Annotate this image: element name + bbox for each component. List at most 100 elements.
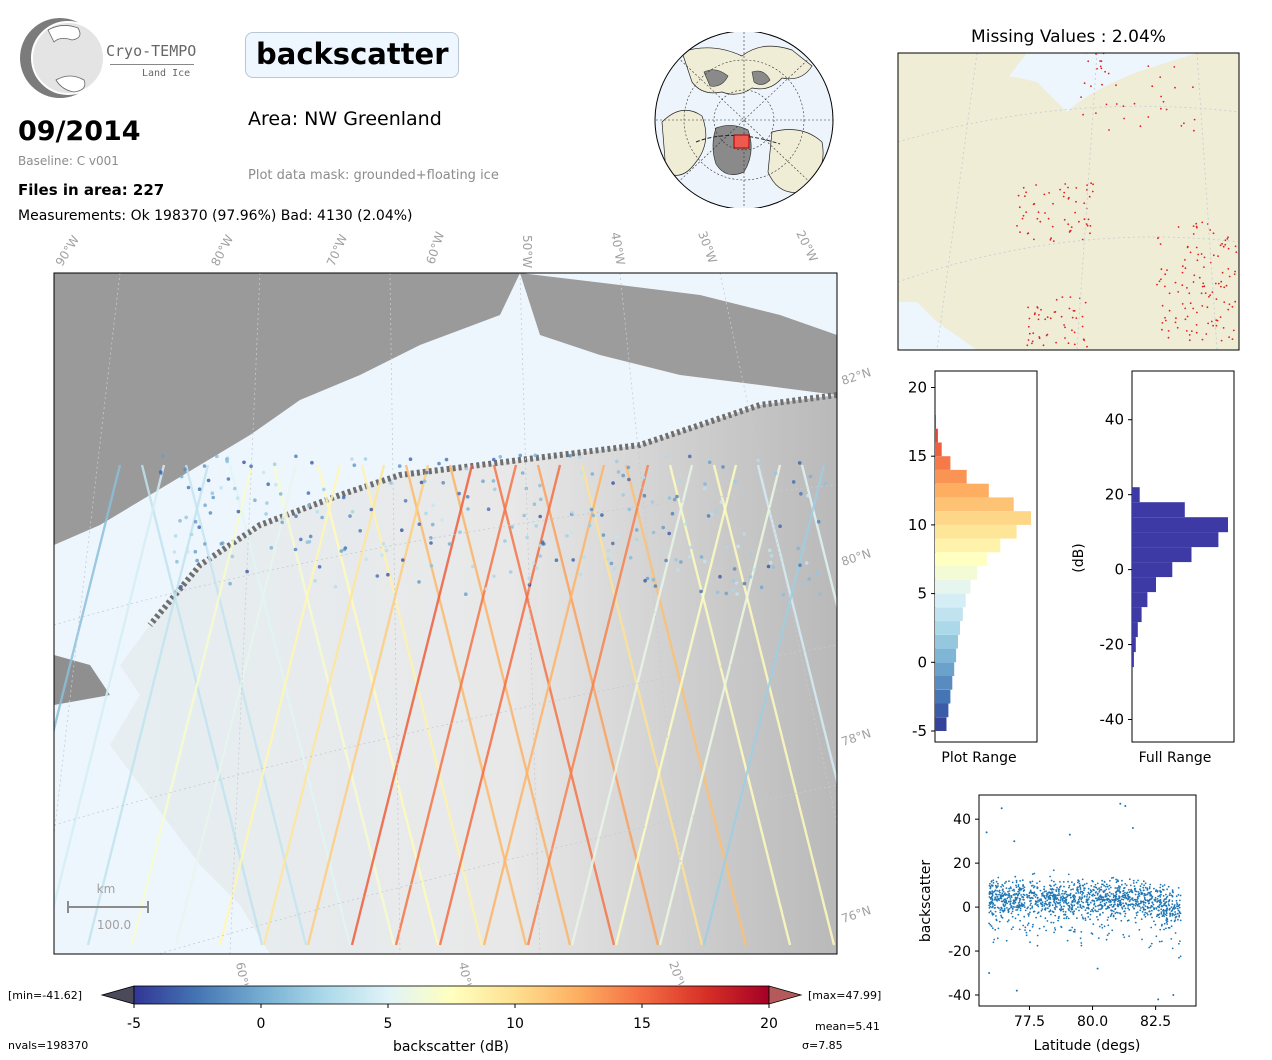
scatter-point: [1018, 928, 1021, 931]
scatter-point: [1075, 908, 1077, 910]
missing-point: [1033, 202, 1036, 205]
scatter-point: [1175, 915, 1178, 918]
coastal-point: [310, 460, 314, 465]
scatter-point: [1041, 903, 1044, 906]
scatter-point: [1113, 898, 1116, 901]
scatter-point: [990, 925, 993, 928]
scatter-point: [1052, 888, 1055, 891]
scatter-point: [1143, 889, 1145, 892]
scatter-point: [1087, 891, 1090, 894]
colorbar-gradient: [133, 985, 770, 1005]
scatter-point: [1165, 905, 1168, 907]
coastal-point: [664, 558, 668, 563]
histogram-bar: [935, 524, 1017, 539]
coastal-point: [818, 592, 823, 596]
coastal-point: [615, 459, 619, 464]
scatter-point: [1064, 892, 1066, 895]
colorbar-tick-label: 10: [506, 1016, 524, 1032]
stats-panels: -5 0 5 10 15 20 Plot Range -40 -20 0 20 40 Full R…: [908, 370, 1235, 1054]
map-terrain-north: [54, 273, 520, 545]
coastal-point: [225, 457, 229, 461]
scatter-point: [1091, 879, 1094, 882]
scatter-point: [1143, 894, 1146, 897]
scatter-point: [1046, 903, 1048, 906]
scatter-point: [1128, 900, 1131, 903]
scatter-point: [1174, 916, 1177, 919]
scatter-point: [1063, 917, 1065, 920]
histogram-bar: [935, 579, 971, 594]
coastal-point: [732, 567, 737, 571]
coastal-point: [534, 524, 538, 528]
scatter-point: [991, 906, 993, 909]
coastal-point: [178, 519, 182, 523]
scatter-point: [1003, 907, 1006, 910]
scatter-point: [992, 902, 995, 905]
histogram-bar: [935, 428, 938, 443]
coastal-point: [278, 492, 283, 496]
scatter-point: [1083, 883, 1086, 886]
scatter-point: [1135, 902, 1137, 905]
scatter-point: [1142, 900, 1145, 903]
scatter-point: [1010, 895, 1013, 897]
coastal-point: [236, 509, 241, 514]
missing-point: [1167, 330, 1170, 332]
scatter-point: [1002, 910, 1005, 913]
coastal-point: [748, 575, 753, 579]
missing-point: [1156, 283, 1158, 286]
scatter-point: [1117, 900, 1119, 903]
scatter-point: [1096, 916, 1098, 918]
scatter-point: [1053, 927, 1056, 929]
scatter-point: [1119, 891, 1122, 893]
scatter-point: [1162, 895, 1165, 897]
missing-point: [1234, 245, 1237, 248]
scatter-point: [1068, 884, 1071, 887]
scatter-point: [1054, 904, 1057, 906]
scatter-point: [1179, 940, 1181, 942]
coastal-point: [707, 460, 712, 465]
missing-point: [1217, 255, 1219, 257]
missing-point: [1024, 195, 1026, 198]
scatter-point: [1059, 899, 1062, 902]
colorbar-min-arrow: [100, 985, 135, 1005]
coastal-point: [653, 584, 658, 588]
scatter-point: [1144, 908, 1147, 911]
scatter-point: [1086, 896, 1088, 898]
scatter-point: [1163, 884, 1166, 886]
coastal-point: [606, 557, 610, 561]
scatter-point: [1116, 898, 1119, 900]
scatter-point: [1066, 903, 1069, 905]
scatter-point: [1170, 919, 1173, 922]
scatter-point: [1098, 925, 1101, 928]
histogram-bar: [1132, 652, 1134, 668]
scatter-point: [1014, 901, 1017, 904]
coastal-point: [417, 522, 422, 526]
scatter-point: [1151, 909, 1153, 912]
scatter-point: [1078, 885, 1081, 888]
coastal-point: [771, 565, 776, 569]
scatter-point: [1054, 914, 1057, 917]
coastal-point: [293, 547, 298, 552]
coastal-point: [184, 515, 188, 520]
satellite-track: [394, 464, 518, 946]
scatter-point: [1174, 911, 1176, 913]
coastal-point: [492, 457, 496, 462]
missing-point: [1082, 113, 1084, 116]
scatter-point: [1020, 903, 1023, 906]
missing-point: [1032, 332, 1035, 335]
coastal-point: [384, 548, 389, 553]
scatter-point: [1054, 902, 1057, 905]
scatter-point: [1052, 921, 1055, 924]
scatter-point: [1073, 904, 1076, 907]
scatter-point: [1018, 897, 1021, 900]
scatter-point: [1172, 907, 1175, 910]
coastal-point: [643, 578, 647, 583]
coastal-point: [389, 481, 393, 485]
scatter-point: [991, 890, 994, 893]
scatter-point: [1046, 896, 1048, 898]
scatter-point: [1121, 906, 1123, 909]
missing-point: [1044, 318, 1047, 321]
scatter-point: [1003, 909, 1006, 911]
scatter-point: [1021, 896, 1023, 898]
missing-point: [1083, 82, 1086, 85]
scatter-point: [1149, 898, 1152, 901]
